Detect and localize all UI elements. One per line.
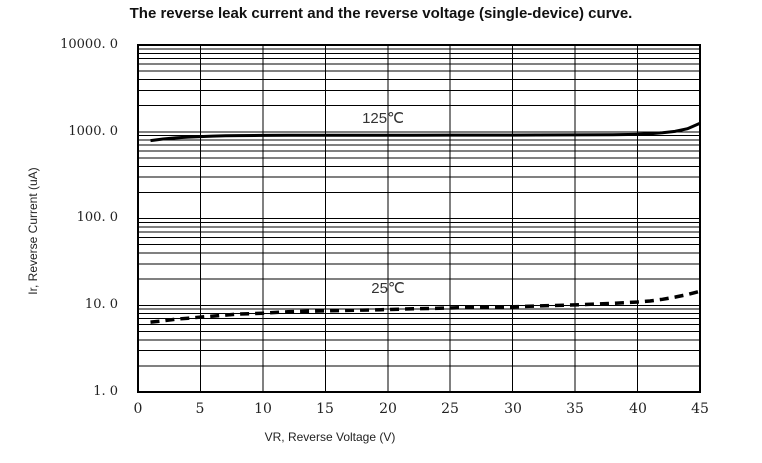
series-label-125c: 125℃ bbox=[362, 110, 404, 127]
x-tick-25: 25 bbox=[441, 401, 459, 417]
series-line-125 bbox=[150, 121, 701, 143]
y-tick-10: 10. 0 bbox=[84, 297, 118, 312]
x-tick-30: 30 bbox=[504, 401, 522, 417]
series-label-25c: 25℃ bbox=[371, 280, 405, 297]
y-tick-100: 100. 0 bbox=[76, 210, 118, 225]
x-tick-40: 40 bbox=[629, 401, 647, 417]
x-tick-20: 20 bbox=[379, 401, 397, 417]
y-tick-10000: 10000. 0 bbox=[60, 37, 118, 52]
chart-title: The reverse leak current and the reverse… bbox=[129, 5, 633, 22]
x-tick-15: 15 bbox=[316, 401, 334, 417]
x-tick-35: 35 bbox=[566, 401, 584, 417]
x-tick-0: 0 bbox=[133, 401, 143, 417]
x-axis-label: VR, Reverse Voltage (V) bbox=[264, 430, 396, 444]
x-tick-5: 5 bbox=[195, 401, 205, 417]
plot-border bbox=[137, 44, 701, 393]
x-tick-45: 45 bbox=[691, 401, 709, 417]
y-tick-1: 1. 0 bbox=[93, 384, 118, 399]
x-tick-10: 10 bbox=[254, 401, 272, 417]
series-line-25 bbox=[150, 289, 701, 324]
gridlines bbox=[138, 45, 700, 392]
y-tick-1000: 1000. 0 bbox=[68, 124, 118, 139]
y-axis-label: Ir, Reverse Current (uA) bbox=[26, 167, 40, 295]
